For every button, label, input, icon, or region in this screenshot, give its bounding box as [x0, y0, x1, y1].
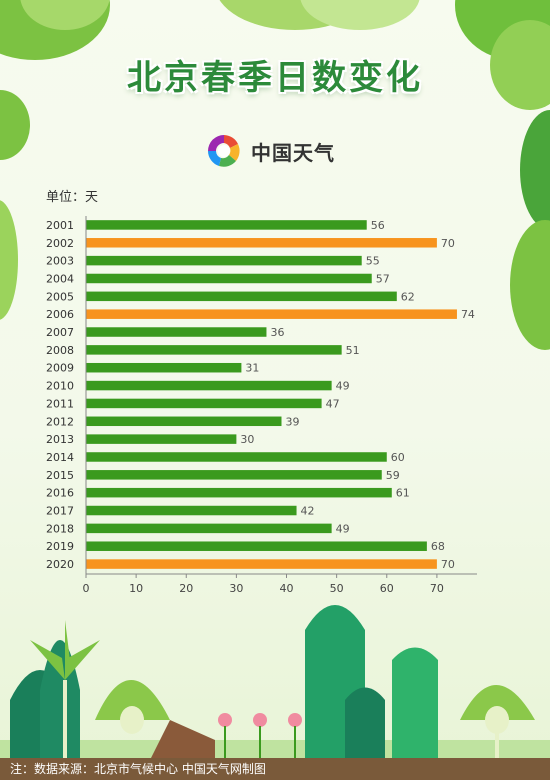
bar — [86, 345, 342, 355]
x-tick-label: 20 — [179, 582, 193, 595]
unit-label: 单位：天 — [46, 190, 99, 205]
x-tick-label: 70 — [430, 582, 444, 595]
y-tick-label: 2012 — [46, 415, 74, 428]
data-label: 55 — [366, 255, 380, 268]
data-label: 36 — [270, 326, 284, 339]
bar — [86, 238, 437, 248]
plants-decoration — [0, 605, 550, 760]
data-label: 39 — [286, 415, 300, 428]
data-label: 70 — [441, 237, 455, 250]
y-tick-label: 2019 — [46, 540, 74, 553]
y-tick-label: 2015 — [46, 469, 74, 482]
bar — [86, 362, 242, 373]
bar — [86, 398, 322, 409]
leaf-decoration-top — [0, 0, 550, 130]
y-tick-label: 2011 — [46, 397, 74, 410]
y-tick-label: 2014 — [46, 451, 74, 464]
bar — [86, 452, 387, 462]
y-tick-label: 2002 — [46, 237, 74, 250]
x-tick-label: 0 — [83, 582, 90, 595]
bar — [86, 487, 392, 498]
x-tick-label: 10 — [129, 582, 143, 595]
data-label: 61 — [396, 487, 410, 500]
y-tick-label: 2016 — [46, 487, 74, 500]
y-tick-label: 2018 — [46, 522, 74, 535]
y-tick-label: 2017 — [46, 505, 74, 518]
data-label: 68 — [431, 540, 445, 553]
bar — [86, 434, 237, 444]
y-tick-label: 2004 — [46, 272, 74, 285]
data-label: 42 — [301, 505, 315, 518]
bar — [86, 255, 362, 266]
bar — [86, 541, 427, 551]
y-tick-label: 2020 — [46, 558, 74, 571]
logo: 中国天气 — [205, 132, 335, 170]
data-label: 31 — [245, 362, 259, 375]
logo-text: 中国天气 — [251, 140, 335, 165]
data-label: 47 — [326, 397, 340, 410]
y-tick-label: 2006 — [46, 308, 74, 321]
bar — [86, 380, 332, 391]
bar — [86, 470, 382, 480]
y-tick-label: 2010 — [46, 380, 74, 393]
bar — [86, 291, 397, 302]
bar — [86, 309, 457, 319]
data-label: 59 — [386, 469, 400, 482]
data-label: 74 — [461, 308, 475, 321]
x-tick-label: 30 — [229, 582, 243, 595]
china-weather-logo-icon — [208, 135, 240, 167]
x-tick-label: 50 — [330, 582, 344, 595]
y-tick-label: 2003 — [46, 255, 74, 268]
y-tick-label: 2009 — [46, 362, 74, 375]
y-tick-label: 2008 — [46, 344, 74, 357]
bar — [86, 559, 437, 569]
data-label: 56 — [371, 219, 385, 232]
y-tick-label: 2007 — [46, 326, 74, 339]
source-footer: 注：数据来源：北京市气候中心 中国天气网制图 — [0, 758, 550, 780]
bar — [86, 505, 297, 516]
data-label: 70 — [441, 558, 455, 571]
page-title: 北京春季日数变化 — [127, 58, 423, 98]
data-label: 51 — [346, 344, 360, 357]
bar — [86, 273, 372, 284]
leaf-decoration-left — [0, 90, 30, 390]
bar — [86, 327, 267, 337]
data-label: 49 — [336, 522, 350, 535]
data-label: 57 — [376, 272, 390, 285]
data-label: 60 — [391, 451, 405, 464]
y-tick-label: 2005 — [46, 290, 74, 303]
x-tick-label: 60 — [380, 582, 394, 595]
bar — [86, 416, 282, 427]
data-label: 49 — [336, 380, 350, 393]
bar — [86, 220, 367, 230]
x-tick-label: 40 — [280, 582, 294, 595]
bar — [86, 523, 332, 534]
data-label: 62 — [401, 290, 415, 303]
y-tick-label: 2001 — [46, 219, 74, 232]
leaf-decoration-right — [510, 110, 550, 370]
y-tick-label: 2013 — [46, 433, 74, 446]
data-label: 30 — [240, 433, 254, 446]
